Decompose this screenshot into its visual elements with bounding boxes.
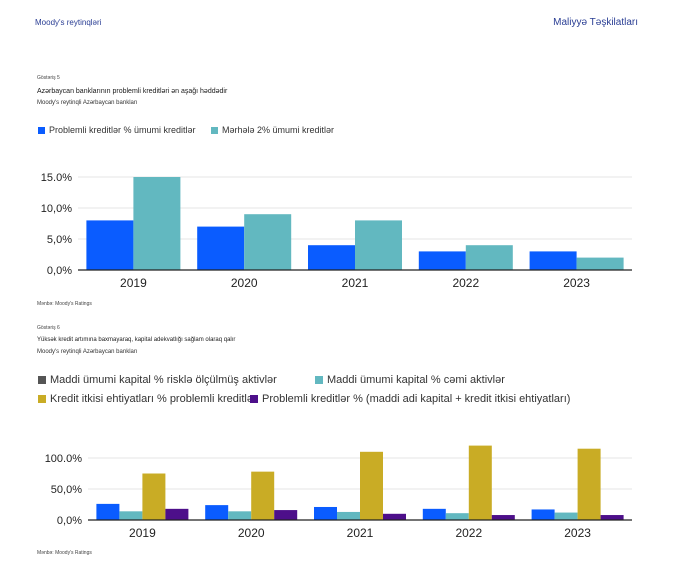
bar <box>165 508 189 520</box>
bar <box>445 513 469 520</box>
bar <box>244 214 292 270</box>
bar <box>205 505 229 520</box>
bar <box>383 513 406 520</box>
y-tick-label: 15.0% <box>41 172 72 184</box>
bar <box>308 245 355 270</box>
bar <box>418 251 466 270</box>
bar <box>600 515 624 520</box>
bar <box>86 220 134 270</box>
legend-label: Kredit itkisi ehtiyatları % problemli kr… <box>50 393 257 405</box>
legend-swatch <box>38 395 46 403</box>
legend-swatch <box>250 395 258 403</box>
exhibit-6-source: Mənbə: Moody's Ratings <box>37 550 92 556</box>
legend-label: Problemli kreditlər % (maddi adi kapital… <box>262 393 570 405</box>
bar <box>465 245 513 270</box>
x-tick-label: 2022 <box>452 276 479 290</box>
x-tick-label: 2022 <box>455 526 482 540</box>
bar <box>360 451 383 520</box>
legend-swatch <box>38 376 46 384</box>
bar <box>576 257 624 270</box>
bar <box>529 251 577 270</box>
bar <box>554 512 578 520</box>
header-report-name: Moody's reytinqləri <box>35 18 102 27</box>
legend-swatch <box>315 376 323 384</box>
x-tick-label: 2020 <box>238 526 265 540</box>
x-tick-label: 2019 <box>120 276 147 290</box>
bar <box>491 515 515 520</box>
bar <box>314 506 337 520</box>
npl-chart: Problemli kreditlər % ümumi kreditlər Mər… <box>38 125 632 290</box>
x-tick-label: 2020 <box>231 276 258 290</box>
bar <box>274 510 298 520</box>
y-tick-label: 100.0% <box>45 453 83 465</box>
x-tick-label: 2023 <box>564 526 591 540</box>
bar <box>119 511 143 520</box>
legend-swatch <box>211 127 218 134</box>
bar <box>531 509 555 520</box>
bar <box>468 445 492 520</box>
bar <box>142 473 166 520</box>
legend-label: Maddi ümumi kapital % cəmi aktivlər <box>327 374 505 386</box>
legend-swatch <box>38 127 45 134</box>
y-tick-label: 50,0% <box>51 484 82 496</box>
exhibit-5-source: Mənbə: Moody's Ratings <box>37 301 92 307</box>
bar <box>337 511 360 520</box>
legend-label: Mərhələ 2% ümumi kreditlər <box>222 125 334 135</box>
exhibit-5-number: Göstəriş 5 <box>37 75 60 81</box>
bar <box>355 220 402 270</box>
bar <box>422 508 446 520</box>
exhibit-5-subtitle: Moody's reytinqli Azərbaycan bankları <box>37 100 138 106</box>
y-tick-label: 0,0% <box>47 265 72 277</box>
x-tick-label: 2019 <box>129 526 156 540</box>
exhibit-6-number: Göstəriş 6 <box>37 325 60 331</box>
bar <box>577 448 601 520</box>
bar <box>228 511 252 520</box>
exhibit-6-title: Yüksək kredit artımına baxmayaraq, kapit… <box>37 337 236 343</box>
x-tick-label: 2023 <box>563 276 590 290</box>
exhibit-5-title: Azərbaycan banklarının problemli kreditl… <box>37 88 228 95</box>
x-tick-label: 2021 <box>342 276 369 290</box>
capital-adequacy-chart: Maddi ümumi kapital % risklə ölçülmüş ak… <box>38 374 632 540</box>
bar <box>251 471 275 520</box>
bar <box>96 503 120 520</box>
y-tick-label: 0,0% <box>57 515 82 527</box>
exhibit-6-subtitle: Moody's reytinqli Azərbaycan bankları <box>37 349 138 355</box>
y-tick-label: 10,0% <box>41 203 72 215</box>
x-tick-label: 2021 <box>347 526 374 540</box>
legend-label: Problemli kreditlər % ümumi kreditlər <box>49 125 196 135</box>
legend-label: Maddi ümumi kapital % risklə ölçülmüş ak… <box>50 374 277 386</box>
y-tick-label: 5,0% <box>47 234 72 246</box>
bar <box>133 177 181 270</box>
bar <box>197 226 245 270</box>
header-section-name: Maliyyə Təşkilatları <box>553 17 638 28</box>
